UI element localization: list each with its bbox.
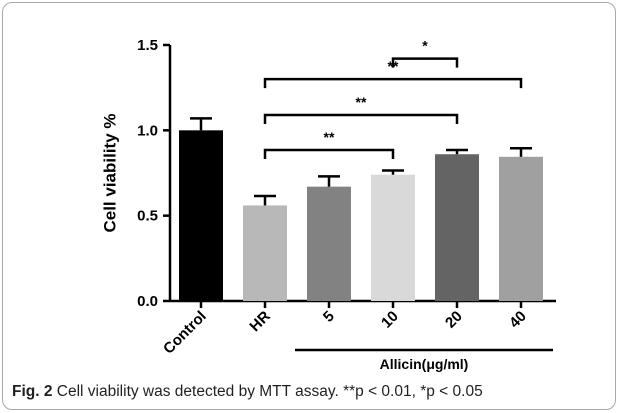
bar-5 (307, 186, 351, 301)
bars-group (179, 130, 543, 301)
significance-label: * (422, 38, 428, 54)
y-tick-label: 1.5 (137, 37, 158, 54)
x-tick-label: Control (160, 308, 210, 358)
bar-10 (371, 174, 415, 301)
bar-hr (243, 205, 287, 301)
y-tick-label: 0.0 (137, 293, 158, 310)
bar-20 (435, 154, 479, 301)
figure-frame: * ** ** ** Control HR 5 10 20 40 0.0 0.5 1.0 1.5 Ce… (2, 2, 616, 410)
bar-chart: ******* Control HR 5 10 20 40 0.00.51.01.5 Ce… (100, 37, 556, 372)
bar-40 (499, 156, 543, 301)
y-tick-label: 1.0 (137, 122, 158, 139)
significance-label: ** (356, 94, 367, 110)
chart-axes (163, 43, 556, 308)
significance-label: ** (388, 58, 399, 74)
x-tick-label: 5 (320, 308, 338, 326)
figure-number: Fig. 2 (12, 383, 53, 400)
significance-bracket (263, 77, 523, 89)
x-tick-label: HR (246, 308, 273, 335)
x-tick-label: 20 (442, 308, 466, 332)
group-label: Allicin(μg/ml) (380, 356, 469, 372)
y-tick-label: 0.5 (137, 208, 158, 225)
y-axis-label: Cell viability % (100, 113, 119, 232)
bar-control (179, 130, 223, 301)
figure-caption: Fig. 2 Cell viability was detected by MT… (12, 383, 483, 401)
significance-bracket (263, 113, 459, 124)
significance-bracket (391, 57, 459, 68)
x-tick-label: 10 (378, 308, 402, 332)
significance-group: ******* (263, 38, 523, 159)
caption-text: Cell viability was detected by MTT assay… (56, 383, 483, 400)
error-bars-group (190, 117, 532, 206)
significance-bracket (263, 148, 395, 159)
y-tick-labels: 0.0 0.5 1.0 1.5 (137, 37, 158, 310)
significance-label: ** (324, 129, 335, 145)
x-tick-label: 40 (506, 308, 530, 332)
